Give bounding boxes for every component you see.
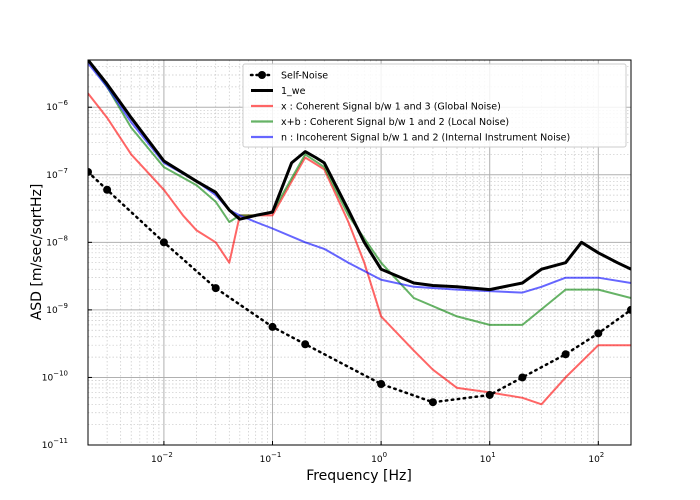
- self-noise-point: [627, 305, 631, 314]
- self-noise-point: [518, 373, 527, 382]
- plot-frame: [87, 59, 632, 446]
- self-noise-point: [211, 284, 220, 293]
- legend-label-1: 1_we: [281, 86, 306, 97]
- legend-label-0: Self-Noise: [281, 71, 328, 82]
- self-noise-point: [377, 379, 386, 388]
- self-noise-point: [561, 350, 570, 359]
- legend: Self-Noise 1_wex : Coherent Signal b/w 1 …: [242, 63, 627, 148]
- y-axis-label: ASD [m/sec/sqrtHz]: [29, 184, 45, 321]
- self-noise-point: [268, 322, 277, 331]
- self-noise-point: [159, 238, 168, 247]
- self-noise-point: [103, 185, 112, 194]
- self-noise-point: [301, 340, 310, 349]
- plot-series-area: [88, 60, 631, 407]
- series-2-line: [88, 92, 631, 406]
- series-3-line: [88, 60, 631, 326]
- self-noise-point: [428, 398, 437, 407]
- self-noise-point: [88, 167, 92, 176]
- 1we-line: [88, 60, 631, 292]
- legend-marker-self-noise: [258, 71, 266, 79]
- x-axis-label: Frequency [Hz]: [306, 468, 412, 484]
- legend-box: [242, 63, 627, 148]
- legend-label-3: x+b : Coherent Signal b/w 1 and 2 (Local…: [281, 117, 509, 128]
- self-noise-point: [594, 329, 603, 338]
- legend-label-2: x : Coherent Signal b/w 1 and 3 (Global …: [281, 102, 501, 113]
- legend-label-4: n : Incoherent Signal b/w 1 and 2 (Inter…: [281, 133, 570, 144]
- self-noise-point: [485, 390, 494, 399]
